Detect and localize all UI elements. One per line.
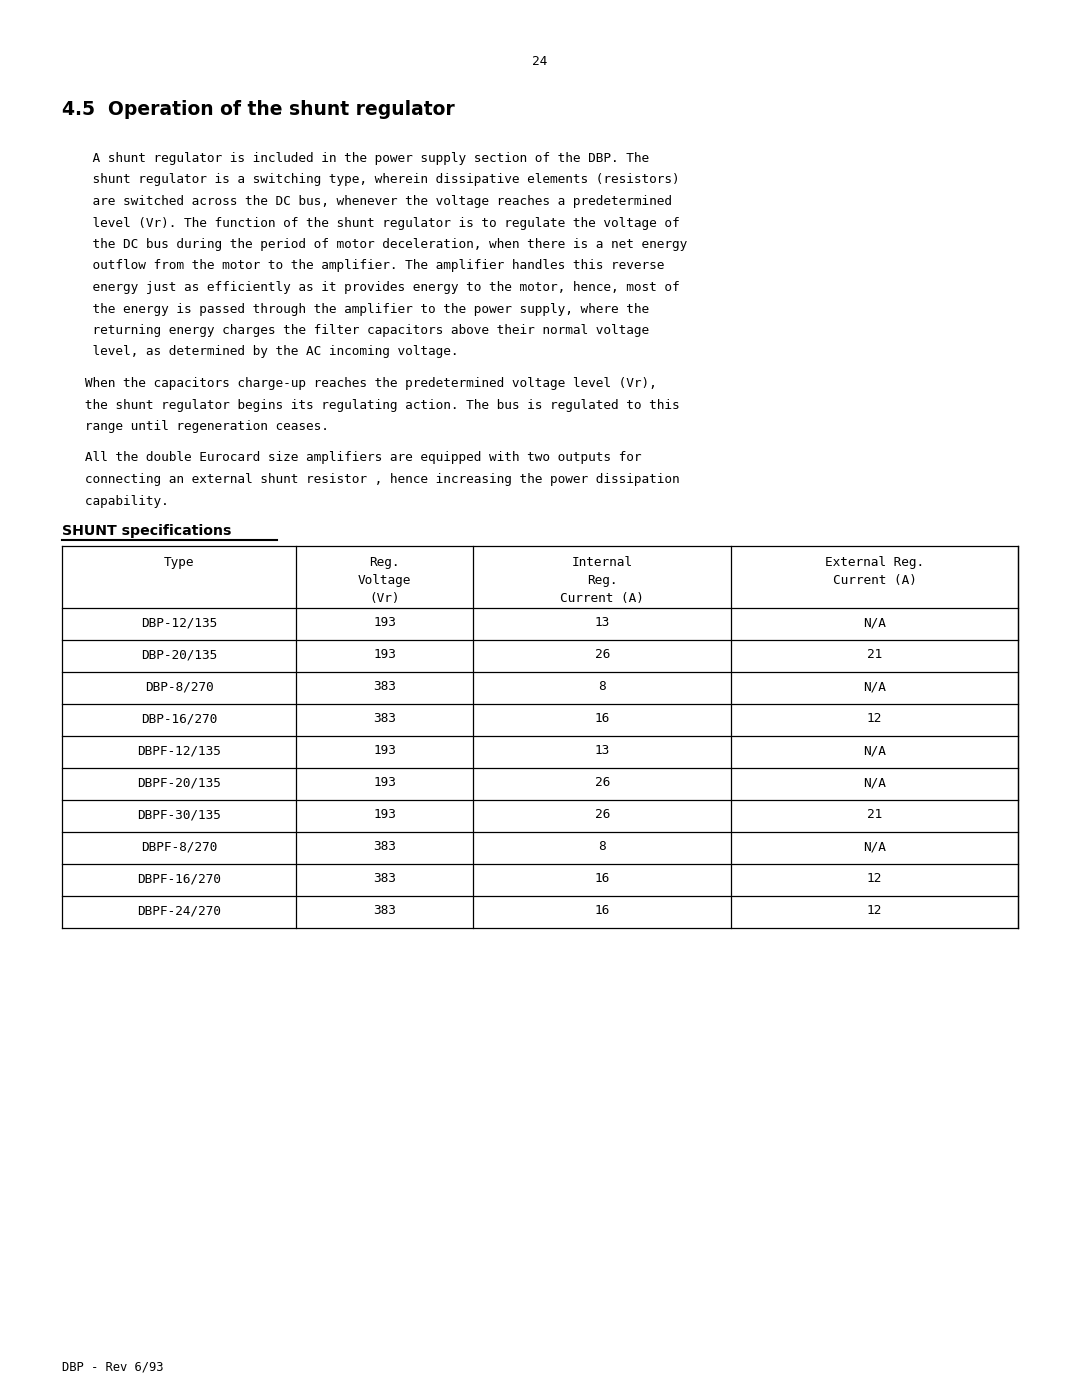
Text: 193: 193 (374, 616, 396, 629)
Text: DBPF-12/135: DBPF-12/135 (137, 745, 221, 757)
Text: 12: 12 (867, 904, 882, 916)
Text: A shunt regulator is included in the power supply section of the DBP. The: A shunt regulator is included in the pow… (62, 152, 649, 165)
Text: SHUNT specifications: SHUNT specifications (62, 524, 231, 538)
Text: 21: 21 (867, 807, 882, 821)
Text: DBP - Rev 6/93: DBP - Rev 6/93 (62, 1361, 163, 1373)
Text: 26: 26 (594, 807, 610, 821)
Text: connecting an external shunt resistor , hence increasing the power dissipation: connecting an external shunt resistor , … (62, 474, 679, 486)
Text: DBPF-16/270: DBPF-16/270 (137, 872, 221, 886)
Text: 193: 193 (374, 807, 396, 821)
Text: N/A: N/A (863, 616, 886, 629)
Text: N/A: N/A (863, 680, 886, 693)
Text: All the double Eurocard size amplifiers are equipped with two outputs for: All the double Eurocard size amplifiers … (62, 451, 642, 464)
Text: 383: 383 (374, 840, 396, 854)
Text: N/A: N/A (863, 745, 886, 757)
Text: DBPF-30/135: DBPF-30/135 (137, 807, 221, 821)
Text: DBPF-20/135: DBPF-20/135 (137, 775, 221, 789)
Text: 26: 26 (594, 648, 610, 661)
Text: 24: 24 (532, 54, 548, 68)
Text: When the capacitors charge-up reaches the predetermined voltage level (Vr),: When the capacitors charge-up reaches th… (62, 377, 657, 390)
Text: Voltage: Voltage (357, 574, 411, 587)
Text: 383: 383 (374, 712, 396, 725)
Text: shunt regulator is a switching type, wherein dissipative elements (resistors): shunt regulator is a switching type, whe… (62, 173, 679, 187)
Text: 8: 8 (598, 680, 606, 693)
Text: 193: 193 (374, 648, 396, 661)
Text: 16: 16 (594, 872, 610, 886)
Text: 193: 193 (374, 775, 396, 789)
Text: 21: 21 (867, 648, 882, 661)
Text: DBP-16/270: DBP-16/270 (141, 712, 217, 725)
Text: are switched across the DC bus, whenever the voltage reaches a predetermined: are switched across the DC bus, whenever… (62, 196, 672, 208)
Text: Reg.: Reg. (369, 556, 400, 569)
Text: returning energy charges the filter capacitors above their normal voltage: returning energy charges the filter capa… (62, 324, 649, 337)
Text: DBP-12/135: DBP-12/135 (141, 616, 217, 629)
Text: 16: 16 (594, 712, 610, 725)
Text: 12: 12 (867, 872, 882, 886)
Text: the energy is passed through the amplifier to the power supply, where the: the energy is passed through the amplifi… (62, 303, 649, 316)
Text: (Vr): (Vr) (369, 592, 400, 605)
Text: External Reg.: External Reg. (825, 556, 924, 569)
Text: Internal: Internal (571, 556, 633, 569)
Text: Reg.: Reg. (586, 574, 618, 587)
Text: DBP-20/135: DBP-20/135 (141, 648, 217, 661)
Text: 4.5  Operation of the shunt regulator: 4.5 Operation of the shunt regulator (62, 101, 455, 119)
Text: 13: 13 (594, 616, 610, 629)
Text: 16: 16 (594, 904, 610, 916)
Text: level (Vr). The function of the shunt regulator is to regulate the voltage of: level (Vr). The function of the shunt re… (62, 217, 679, 229)
Text: the shunt regulator begins its regulating action. The bus is regulated to this: the shunt regulator begins its regulatin… (62, 398, 679, 412)
Text: N/A: N/A (863, 840, 886, 854)
Text: energy just as efficiently as it provides energy to the motor, hence, most of: energy just as efficiently as it provide… (62, 281, 679, 293)
Text: capability.: capability. (62, 495, 168, 507)
Text: 13: 13 (594, 745, 610, 757)
Text: Current (A): Current (A) (561, 592, 644, 605)
Text: 26: 26 (594, 775, 610, 789)
Text: level, as determined by the AC incoming voltage.: level, as determined by the AC incoming … (62, 345, 459, 359)
Text: DBPF-8/270: DBPF-8/270 (141, 840, 217, 854)
Text: outflow from the motor to the amplifier. The amplifier handles this reverse: outflow from the motor to the amplifier.… (62, 260, 664, 272)
Text: Type: Type (164, 556, 194, 569)
Text: the DC bus during the period of motor deceleration, when there is a net energy: the DC bus during the period of motor de… (62, 237, 687, 251)
Text: 12: 12 (867, 712, 882, 725)
Text: 383: 383 (374, 872, 396, 886)
Text: Current (A): Current (A) (833, 574, 917, 587)
Text: 383: 383 (374, 904, 396, 916)
Text: DBP-8/270: DBP-8/270 (145, 680, 214, 693)
Text: 8: 8 (598, 840, 606, 854)
Text: N/A: N/A (863, 775, 886, 789)
Text: DBPF-24/270: DBPF-24/270 (137, 904, 221, 916)
Text: 193: 193 (374, 745, 396, 757)
Text: range until regeneration ceases.: range until regeneration ceases. (62, 420, 329, 433)
Text: 383: 383 (374, 680, 396, 693)
